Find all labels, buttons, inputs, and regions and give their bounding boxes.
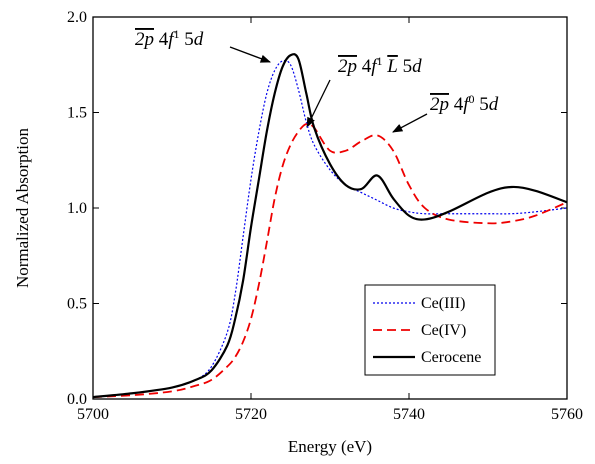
legend-box: [364, 284, 496, 376]
annotation-part: 5: [180, 29, 194, 50]
annotation: 2p 4f1 5d: [135, 27, 204, 50]
y-tick-label: 0.5: [67, 296, 87, 313]
y-axis-label: Normalized Absorption: [13, 127, 32, 288]
annotation-part: 4: [357, 56, 372, 77]
annotation-part: f: [463, 94, 471, 115]
arrow: [229, 46, 271, 63]
annotation-part: 0: [469, 92, 475, 106]
annotation-part: 5: [398, 56, 412, 77]
annotation-part: 2p: [338, 56, 357, 77]
x-tick-label: 5740: [393, 406, 425, 423]
annotation: 2p 4f0 5d: [430, 92, 499, 115]
annotation-part: f: [168, 29, 176, 50]
annotation-part: 5: [475, 94, 489, 115]
x-tick-label: 5760: [551, 406, 583, 423]
x-tick-label: 5720: [235, 406, 267, 423]
y-tick-label: 2.0: [67, 9, 87, 26]
annotation-part: 2p: [430, 94, 449, 115]
annotation-part: 4: [449, 94, 464, 115]
annotation-part: 4: [154, 29, 169, 50]
arrow: [392, 113, 428, 133]
arrow: [306, 79, 331, 128]
annotation-part: 1: [377, 54, 383, 68]
legend-label: Cerocene: [421, 349, 481, 366]
y-tick-label: 1.0: [67, 200, 87, 217]
plot-frame: [92, 16, 568, 400]
legend-label: Ce(III): [421, 295, 465, 312]
annotation: 2p 4f1 L 5d: [338, 54, 422, 77]
data-line: [93, 53, 567, 399]
legend-label: Ce(IV): [421, 322, 466, 339]
y-tick-label: 0.0: [67, 391, 87, 408]
annotation-part: d: [412, 56, 422, 77]
annotation-part: 2p: [135, 29, 154, 50]
annotation-part: 1: [174, 27, 180, 41]
x-tick-label: 5700: [77, 406, 109, 423]
annotation-part: L: [386, 56, 398, 77]
annotation-part: d: [194, 29, 204, 50]
y-tick-label: 1.5: [67, 105, 87, 122]
annotation-part: d: [489, 94, 499, 115]
x-axis-label: Energy (eV): [288, 437, 372, 456]
annotation-part: f: [371, 56, 379, 77]
